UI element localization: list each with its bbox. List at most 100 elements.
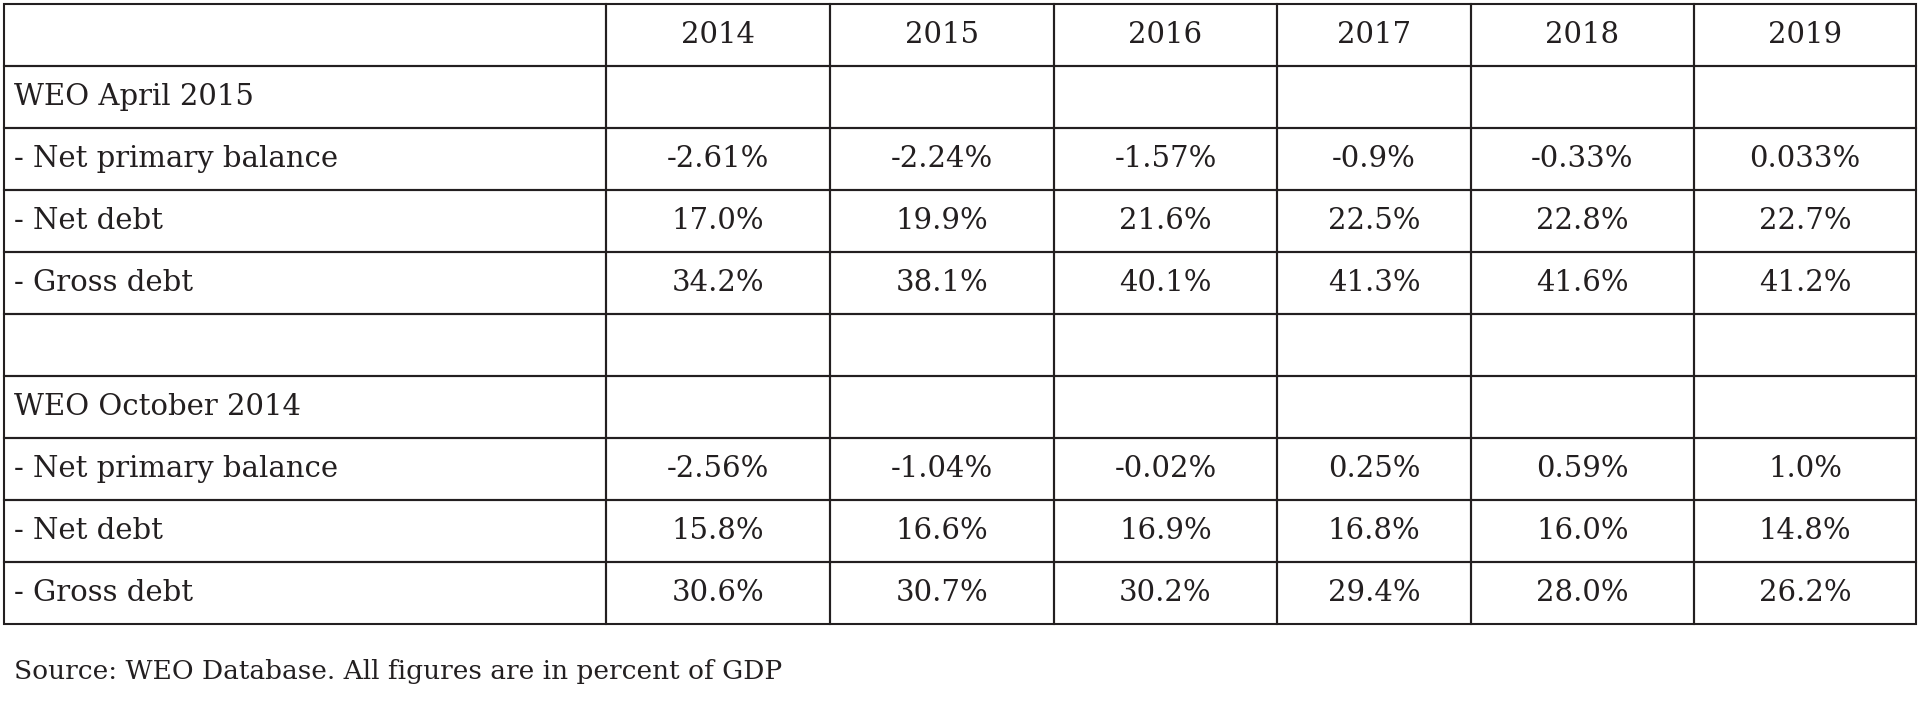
Bar xyxy=(1471,500,1693,562)
Bar xyxy=(607,190,829,252)
Bar xyxy=(1277,4,1471,66)
Bar xyxy=(607,66,829,128)
Text: -0.9%: -0.9% xyxy=(1332,145,1415,173)
Text: 15.8%: 15.8% xyxy=(672,517,764,545)
Text: 30.2%: 30.2% xyxy=(1119,579,1212,607)
Text: -0.02%: -0.02% xyxy=(1114,455,1217,483)
Bar xyxy=(1471,252,1693,314)
Bar xyxy=(1471,128,1693,190)
Bar xyxy=(1471,314,1693,376)
Bar xyxy=(1277,500,1471,562)
Bar xyxy=(1054,376,1277,438)
Bar xyxy=(1054,128,1277,190)
Bar xyxy=(1054,562,1277,624)
Bar xyxy=(1693,66,1916,128)
Text: 22.5%: 22.5% xyxy=(1329,207,1421,235)
Text: -1.04%: -1.04% xyxy=(891,455,993,483)
Text: 30.6%: 30.6% xyxy=(672,579,764,607)
Text: -1.57%: -1.57% xyxy=(1114,145,1217,173)
Text: WEO October 2014: WEO October 2014 xyxy=(13,393,301,421)
Bar xyxy=(4,562,607,624)
Text: - Net primary balance: - Net primary balance xyxy=(13,145,338,173)
Bar xyxy=(829,190,1054,252)
Text: 41.6%: 41.6% xyxy=(1536,269,1628,297)
Text: 19.9%: 19.9% xyxy=(895,207,989,235)
Bar xyxy=(829,252,1054,314)
Bar xyxy=(1277,66,1471,128)
Text: - Net debt: - Net debt xyxy=(13,517,163,545)
Text: Source: WEO Database. All figures are in percent of GDP: Source: WEO Database. All figures are in… xyxy=(13,659,781,685)
Text: -2.56%: -2.56% xyxy=(666,455,770,483)
Text: 0.59%: 0.59% xyxy=(1536,455,1628,483)
Text: 16.0%: 16.0% xyxy=(1536,517,1628,545)
Bar xyxy=(4,128,607,190)
Text: 2017: 2017 xyxy=(1336,21,1411,49)
Text: 29.4%: 29.4% xyxy=(1327,579,1421,607)
Bar xyxy=(1693,4,1916,66)
Text: -0.33%: -0.33% xyxy=(1530,145,1634,173)
Bar xyxy=(829,4,1054,66)
Text: 26.2%: 26.2% xyxy=(1759,579,1851,607)
Bar xyxy=(1693,190,1916,252)
Bar xyxy=(4,438,607,500)
Bar xyxy=(1054,314,1277,376)
Bar xyxy=(1054,190,1277,252)
Bar xyxy=(829,314,1054,376)
Bar xyxy=(1471,4,1693,66)
Bar xyxy=(1471,66,1693,128)
Text: 2019: 2019 xyxy=(1768,21,1841,49)
Text: - Net primary balance: - Net primary balance xyxy=(13,455,338,483)
Bar xyxy=(1054,252,1277,314)
Bar xyxy=(4,376,607,438)
Bar xyxy=(1693,438,1916,500)
Text: 2014: 2014 xyxy=(682,21,755,49)
Text: 40.1%: 40.1% xyxy=(1119,269,1212,297)
Bar xyxy=(1693,500,1916,562)
Bar xyxy=(1054,66,1277,128)
Text: 0.033%: 0.033% xyxy=(1749,145,1860,173)
Text: - Net debt: - Net debt xyxy=(13,207,163,235)
Bar xyxy=(1277,438,1471,500)
Text: 21.6%: 21.6% xyxy=(1119,207,1212,235)
Bar xyxy=(1471,376,1693,438)
Bar xyxy=(1277,128,1471,190)
Text: 2015: 2015 xyxy=(904,21,979,49)
Bar xyxy=(1693,252,1916,314)
Text: 17.0%: 17.0% xyxy=(672,207,764,235)
Text: -2.61%: -2.61% xyxy=(666,145,770,173)
Text: 30.7%: 30.7% xyxy=(895,579,989,607)
Text: 2016: 2016 xyxy=(1129,21,1202,49)
Bar xyxy=(4,500,607,562)
Text: WEO April 2015: WEO April 2015 xyxy=(13,83,253,111)
Bar xyxy=(607,438,829,500)
Bar xyxy=(607,376,829,438)
Text: - Gross debt: - Gross debt xyxy=(13,579,194,607)
Bar xyxy=(4,190,607,252)
Text: -2.24%: -2.24% xyxy=(891,145,993,173)
Bar xyxy=(4,314,607,376)
Bar xyxy=(829,128,1054,190)
Text: 0.25%: 0.25% xyxy=(1329,455,1421,483)
Bar xyxy=(829,438,1054,500)
Bar xyxy=(1277,252,1471,314)
Text: 14.8%: 14.8% xyxy=(1759,517,1851,545)
Text: 1.0%: 1.0% xyxy=(1768,455,1841,483)
Bar xyxy=(1277,376,1471,438)
Bar xyxy=(829,562,1054,624)
Text: 2018: 2018 xyxy=(1546,21,1619,49)
Bar xyxy=(4,252,607,314)
Bar xyxy=(829,500,1054,562)
Bar xyxy=(829,66,1054,128)
Text: 34.2%: 34.2% xyxy=(672,269,764,297)
Text: 22.8%: 22.8% xyxy=(1536,207,1628,235)
Text: 41.3%: 41.3% xyxy=(1327,269,1421,297)
Text: 41.2%: 41.2% xyxy=(1759,269,1851,297)
Bar xyxy=(607,314,829,376)
Text: 16.8%: 16.8% xyxy=(1327,517,1421,545)
Text: 16.9%: 16.9% xyxy=(1119,517,1212,545)
Bar xyxy=(1054,438,1277,500)
Bar xyxy=(607,4,829,66)
Bar xyxy=(607,128,829,190)
Bar xyxy=(1693,562,1916,624)
Text: - Gross debt: - Gross debt xyxy=(13,269,194,297)
